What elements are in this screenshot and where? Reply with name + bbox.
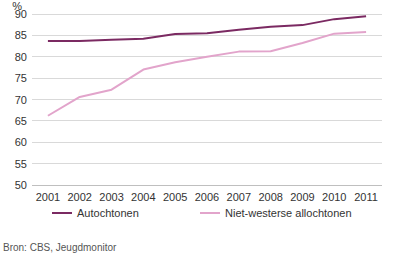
legend-label: Autochtonen (77, 207, 139, 219)
grid-line (32, 163, 382, 164)
grid-line (32, 185, 382, 186)
x-tick-label: 2011 (354, 191, 378, 203)
y-tick-label: 50 (15, 179, 27, 191)
series-group (48, 16, 366, 116)
x-tick-label: 2009 (290, 191, 314, 203)
y-tick-label: 80 (15, 51, 27, 63)
y-tick-label: 70 (15, 94, 27, 106)
y-tick-label: 65 (15, 115, 27, 127)
y-tick-label: 55 (15, 158, 27, 170)
source-note: Bron: CBS, Jeugdmonitor (3, 242, 117, 253)
x-tick-label: 2007 (227, 191, 251, 203)
grid-line (32, 14, 382, 15)
chart: 505560657075808590%200120022003200420052… (0, 0, 396, 266)
legend-swatch (200, 212, 220, 214)
x-tick-label: 2002 (67, 191, 91, 203)
x-tick-label: 2006 (195, 191, 219, 203)
grid-line (32, 120, 382, 121)
x-tick-label: 2005 (163, 191, 187, 203)
series-line (48, 32, 366, 116)
x-tick-label: 2008 (258, 191, 282, 203)
grid-line (32, 99, 382, 100)
y-tick-label: 60 (15, 136, 27, 148)
grid-line (32, 142, 382, 143)
x-tick-label: 2001 (36, 191, 60, 203)
legend-label: Niet-westerse allochtonen (225, 207, 352, 219)
grid-line (32, 78, 382, 79)
x-tick-label: 2004 (131, 191, 155, 203)
y-tick-label: 75 (15, 72, 27, 84)
y-tick-label: 85 (15, 29, 27, 41)
x-axis-line (32, 185, 382, 186)
x-tick-label: 2003 (99, 191, 123, 203)
y-axis-label: % (12, 0, 22, 12)
series-line (48, 16, 366, 41)
x-tick-label: 2010 (322, 191, 346, 203)
legend-swatch (52, 212, 72, 214)
